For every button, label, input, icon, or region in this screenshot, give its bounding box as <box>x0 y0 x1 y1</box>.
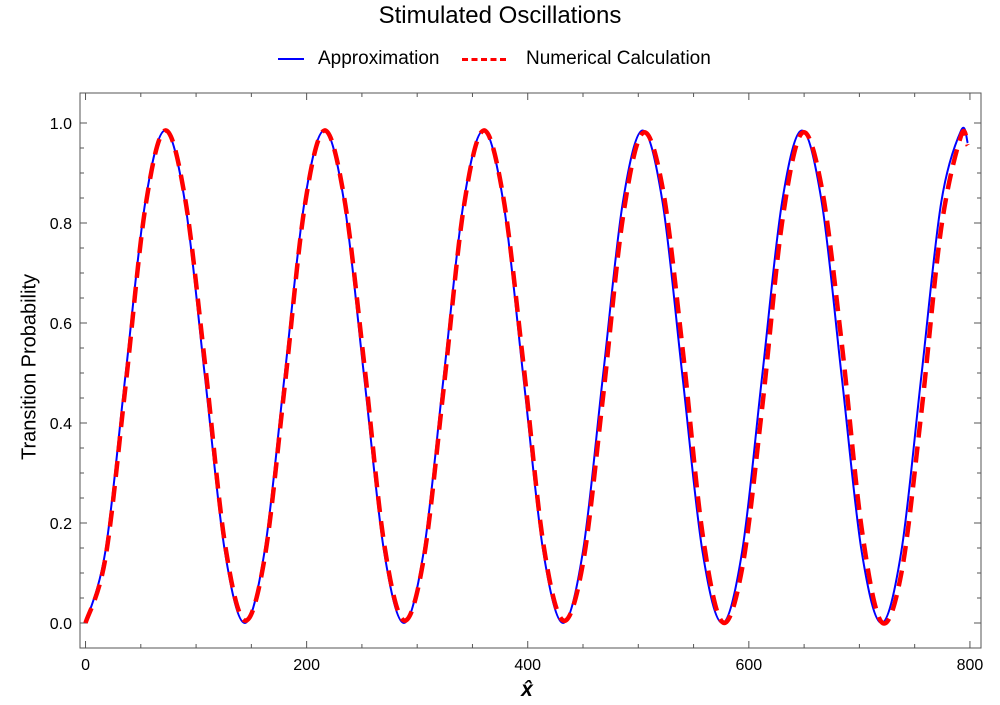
y-tick-label: 0.6 <box>50 316 72 333</box>
y-tick-label: 0.4 <box>50 416 72 433</box>
legend-label: Numerical Calculation <box>526 48 711 69</box>
y-tick-label: 0.0 <box>50 616 72 633</box>
plot-frame <box>79 92 982 649</box>
legend: Approximation Numerical Calculation <box>0 45 1000 73</box>
y-tick-label: 0.8 <box>50 216 72 233</box>
x-tick-label: 400 <box>514 657 541 674</box>
x-axis-label: x̂ <box>521 678 533 701</box>
series-line-numerical-calculation <box>83 128 970 626</box>
x-tick-label: 800 <box>957 657 984 674</box>
y-tick-label: 0.2 <box>50 516 72 533</box>
x-tick-label: 600 <box>735 657 762 674</box>
chart-title: Stimulated Oscillations <box>378 2 622 29</box>
legend-label: Approximation <box>318 48 440 69</box>
x-tick-label: 0 <box>81 657 90 674</box>
legend-swatch-solid <box>278 58 304 60</box>
legend-item-numerical-calculation: Numerical Calculation <box>462 45 711 73</box>
x-tick-label: 200 <box>293 657 320 674</box>
y-tick-label: 1.0 <box>50 116 72 133</box>
legend-swatch-dashed <box>462 57 506 61</box>
legend-item-approximation: Approximation <box>278 45 439 73</box>
